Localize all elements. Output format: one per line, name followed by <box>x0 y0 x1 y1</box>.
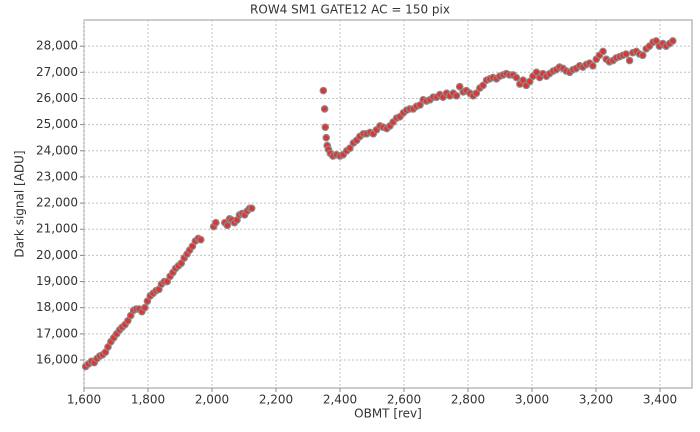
data-point <box>346 144 354 152</box>
data-point <box>141 303 149 312</box>
data-point <box>668 37 677 45</box>
data-point <box>625 56 634 65</box>
y-tick-label: 27,000 <box>36 65 78 79</box>
y-tick-label: 20,000 <box>36 248 78 262</box>
x-tick-label: 3,000 <box>515 393 549 407</box>
x-tick-label: 1,600 <box>67 393 101 407</box>
x-tick-label: 3,200 <box>579 393 613 407</box>
data-point <box>197 235 205 244</box>
y-tick-label: 26,000 <box>36 91 78 105</box>
chart-title: ROW4 SM1 GATE12 AC = 150 pix <box>250 3 450 17</box>
x-tick-label: 2,200 <box>259 393 293 407</box>
y-tick-label: 23,000 <box>36 169 78 183</box>
data-point <box>212 218 220 227</box>
data-point <box>247 204 256 213</box>
y-tick-label: 28,000 <box>36 39 78 53</box>
data-point <box>320 105 329 113</box>
y-tick-label: 18,000 <box>36 300 78 314</box>
y-tick-label: 22,000 <box>36 196 78 210</box>
data-point <box>622 50 630 58</box>
y-tick-label: 16,000 <box>36 353 78 367</box>
data-point <box>638 51 647 60</box>
y-tick-label: 25,000 <box>36 117 78 131</box>
plot-area <box>83 19 693 389</box>
y-tick-label: 21,000 <box>36 222 78 236</box>
data-point <box>479 81 487 90</box>
y-tick-label: 17,000 <box>36 326 78 340</box>
data-point <box>599 47 607 56</box>
x-tick-label: 2,800 <box>451 393 485 407</box>
data-point <box>588 61 597 70</box>
y-tick-label: 19,000 <box>36 274 78 288</box>
data-point <box>512 73 521 82</box>
data-point <box>455 82 464 91</box>
y-tick-label: 24,000 <box>36 143 78 157</box>
x-tick-label: 2,400 <box>323 393 357 407</box>
x-axis-label: OBMT [rev] <box>354 407 422 421</box>
x-tick-label: 2,000 <box>195 393 229 407</box>
data-point <box>223 221 232 230</box>
data-point <box>472 89 481 98</box>
data-point <box>322 133 331 142</box>
data-point <box>321 123 330 132</box>
x-tick-label: 1,800 <box>131 393 165 407</box>
x-tick-label: 3,400 <box>643 393 677 407</box>
y-axis-label: Dark signal [ADU] <box>13 150 27 257</box>
data-point <box>452 92 461 100</box>
data-point <box>319 86 328 95</box>
x-tick-label: 2,600 <box>387 393 421 407</box>
